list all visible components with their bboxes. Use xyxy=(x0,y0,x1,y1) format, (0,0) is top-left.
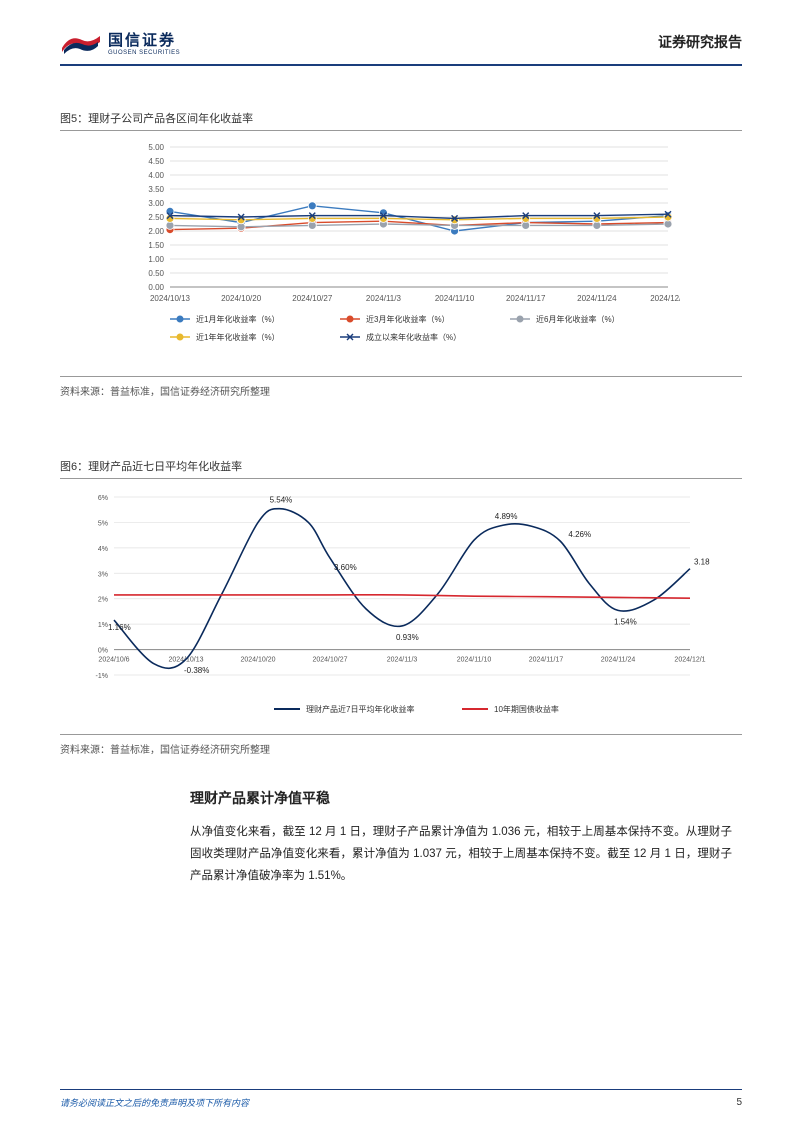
fig6-title: 图6：理财产品近七日平均年化收益率 xyxy=(60,458,742,474)
svg-text:成立以来年化收益率（%）: 成立以来年化收益率（%） xyxy=(366,332,461,342)
svg-text:5.00: 5.00 xyxy=(148,143,164,152)
svg-text:2024/11/10: 2024/11/10 xyxy=(435,294,475,303)
svg-text:近1年年化收益率（%）: 近1年年化收益率（%） xyxy=(196,332,280,342)
svg-text:4.26%: 4.26% xyxy=(568,530,591,539)
svg-text:2024/11/17: 2024/11/17 xyxy=(529,657,564,664)
svg-text:近1月年化收益率（%）: 近1月年化收益率（%） xyxy=(196,314,280,324)
footer-rule xyxy=(60,1089,742,1090)
page-number: 5 xyxy=(736,1097,742,1108)
svg-text:2024/10/20: 2024/10/20 xyxy=(240,657,275,664)
page-footer: 请务必阅读正文之后的免责声明及项下所有内容 5 xyxy=(60,1089,742,1109)
fig6-rule-bottom xyxy=(60,734,742,735)
svg-text:2%: 2% xyxy=(98,597,108,604)
svg-text:1%: 1% xyxy=(98,622,108,629)
svg-text:0.50: 0.50 xyxy=(148,269,164,278)
svg-text:2024/11/24: 2024/11/24 xyxy=(601,657,636,664)
logo-block: 国信证券 GUOSEN SECURITIES xyxy=(60,28,180,56)
content-area: 图5：理财子公司产品各区间年化收益率 0.00 0.50 1.00 1.50 2.00 2… xyxy=(0,110,802,888)
svg-text:3.60%: 3.60% xyxy=(334,563,357,572)
svg-text:0%: 0% xyxy=(98,648,108,655)
svg-text:3%: 3% xyxy=(98,571,108,578)
svg-text:4.00: 4.00 xyxy=(148,171,164,180)
svg-text:1.00: 1.00 xyxy=(148,255,164,264)
guosen-logo-icon xyxy=(60,28,102,56)
svg-text:3.18%: 3.18% xyxy=(694,558,710,567)
logo-cn: 国信证券 xyxy=(108,29,180,50)
fig6-rule xyxy=(60,478,742,479)
logo-text: 国信证券 GUOSEN SECURITIES xyxy=(108,29,180,56)
fig5-title: 图5：理财子公司产品各区间年化收益率 xyxy=(60,110,742,126)
svg-text:2024/11/3: 2024/11/3 xyxy=(366,294,402,303)
fig6-source: 资料来源：普益标准，国信证券经济研究所整理 xyxy=(60,741,742,756)
fig5-source: 资料来源：普益标准，国信证券经济研究所整理 xyxy=(60,383,742,398)
fig5-chart: 0.00 0.50 1.00 1.50 2.00 2.50 3.00 3.50 4.00 4.50… xyxy=(60,137,742,372)
svg-text:2024/10/27: 2024/10/27 xyxy=(312,657,347,664)
section-paragraph: 从净值变化来看，截至 12 月 1 日，理财子产品累计净值为 1.036 元，相… xyxy=(190,822,732,888)
logo-en: GUOSEN SECURITIES xyxy=(108,50,180,56)
fig6-chart: -1%0%1%2%3%4%5%6%2024/10/62024/10/132024… xyxy=(60,485,742,730)
svg-text:5%: 5% xyxy=(98,520,108,527)
svg-text:2024/10/13: 2024/10/13 xyxy=(150,294,191,303)
svg-text:6%: 6% xyxy=(98,495,108,502)
svg-text:近6月年化收益率（%）: 近6月年化收益率（%） xyxy=(536,314,620,324)
svg-text:4.50: 4.50 xyxy=(148,157,164,166)
svg-text:2024/12/1: 2024/12/1 xyxy=(650,294,680,303)
svg-text:1.54%: 1.54% xyxy=(614,617,637,626)
svg-text:2024/12/1: 2024/12/1 xyxy=(674,657,705,664)
svg-text:1.50: 1.50 xyxy=(148,241,164,250)
svg-text:2024/11/24: 2024/11/24 xyxy=(577,294,617,303)
fig5-rule-bottom xyxy=(60,376,742,377)
svg-text:2024/11/10: 2024/11/10 xyxy=(457,657,492,664)
svg-text:0.00: 0.00 xyxy=(148,283,164,292)
svg-text:2.50: 2.50 xyxy=(148,213,164,222)
svg-text:-0.38%: -0.38% xyxy=(184,666,209,675)
svg-text:2024/10/6: 2024/10/6 xyxy=(98,657,129,664)
svg-text:5.54%: 5.54% xyxy=(270,496,293,505)
svg-text:1.16%: 1.16% xyxy=(108,623,131,632)
page-header: 国信证券 GUOSEN SECURITIES 证券研究报告 xyxy=(0,0,802,64)
section-heading: 理财产品累计净值平稳 xyxy=(190,788,742,808)
svg-text:2024/11/3: 2024/11/3 xyxy=(387,657,418,664)
svg-text:2024/10/27: 2024/10/27 xyxy=(292,294,333,303)
svg-text:3.00: 3.00 xyxy=(148,199,164,208)
svg-text:2024/11/17: 2024/11/17 xyxy=(506,294,546,303)
svg-text:理财产品近7日平均年化收益率: 理财产品近7日平均年化收益率 xyxy=(306,704,414,714)
header-rule xyxy=(60,64,742,66)
fig5-rule xyxy=(60,130,742,131)
svg-text:10年期国债收益率: 10年期国债收益率 xyxy=(494,704,559,714)
svg-text:近3月年化收益率（%）: 近3月年化收益率（%） xyxy=(366,314,450,324)
svg-text:4%: 4% xyxy=(98,546,108,553)
svg-text:2024/10/20: 2024/10/20 xyxy=(221,294,262,303)
footer-disclaimer: 请务必阅读正文之后的免责声明及项下所有内容 xyxy=(60,1096,249,1109)
svg-text:2.00: 2.00 xyxy=(148,227,164,236)
svg-text:3.50: 3.50 xyxy=(148,185,164,194)
report-type: 证券研究报告 xyxy=(658,32,742,52)
svg-text:-1%: -1% xyxy=(96,673,108,680)
svg-text:0.93%: 0.93% xyxy=(396,633,419,642)
svg-text:4.89%: 4.89% xyxy=(495,512,518,521)
